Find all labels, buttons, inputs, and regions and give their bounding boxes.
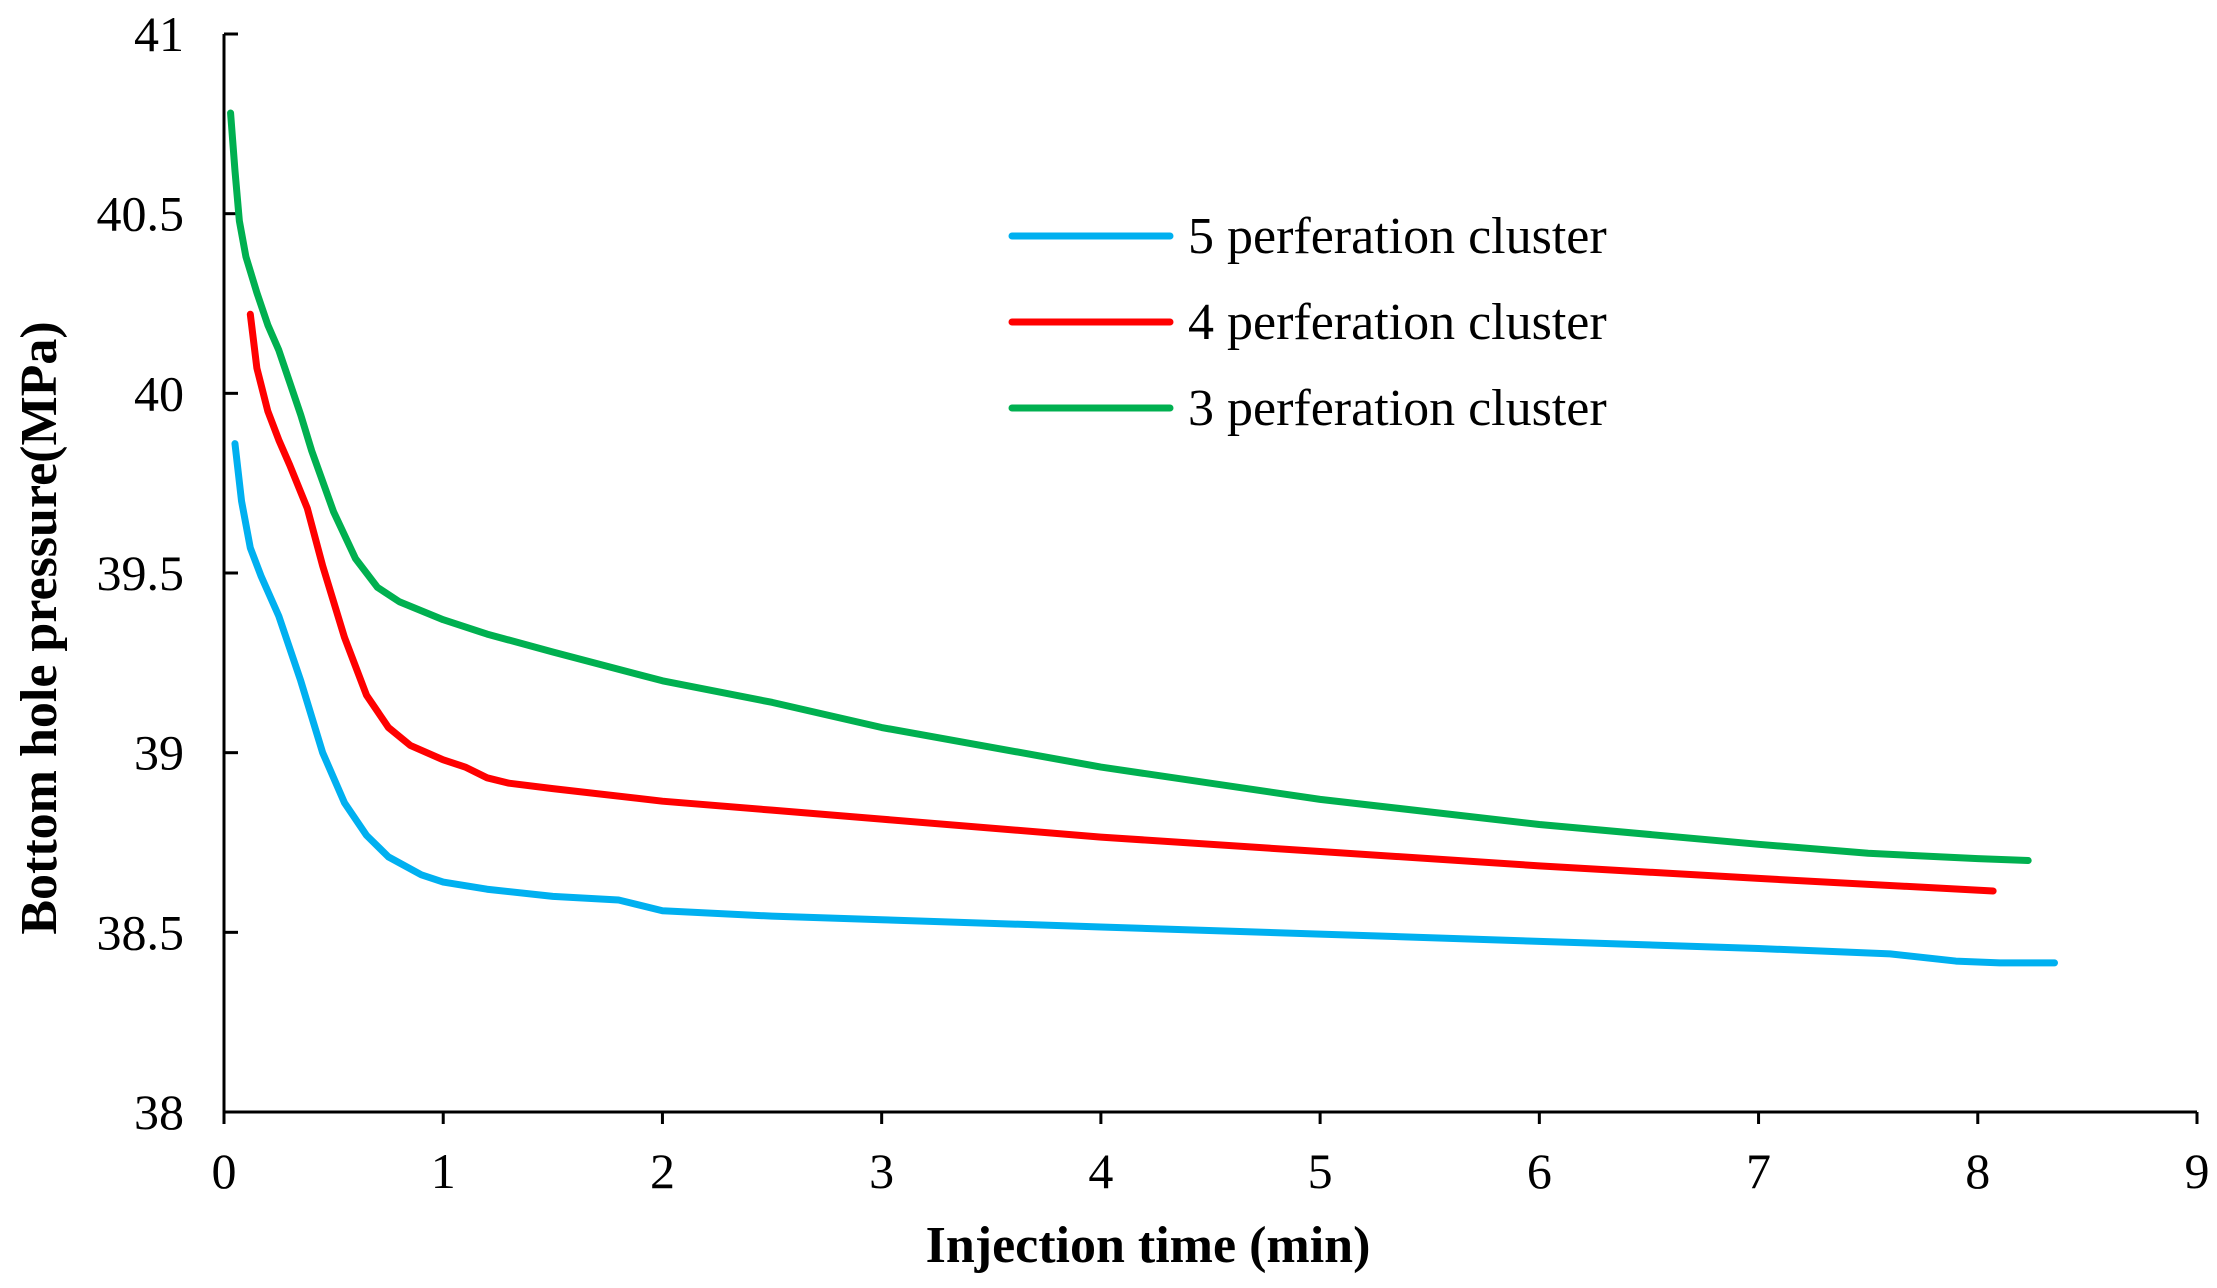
y-tick-label: 41 [134, 6, 184, 62]
y-tick-label: 40.5 [97, 186, 185, 242]
x-tick-label: 5 [1308, 1143, 1333, 1199]
series-line-2 [227, 109, 2032, 864]
y-tick-label: 40 [134, 365, 184, 421]
x-tick-label: 8 [1965, 1143, 1990, 1199]
x-tick-label: 4 [1088, 1143, 1113, 1199]
legend-label-0: 5 perferation cluster [1188, 208, 1607, 265]
series-line-0 [231, 440, 2059, 967]
legend: 5 perferation cluster 4 perferation clust… [1008, 208, 1607, 437]
y-tick-label: 39.5 [97, 545, 185, 601]
ticks-layer: 0 1 2 3 4 5 6 7 8 9 38 38.5 39 39.5 40 40.5 41 [97, 6, 2210, 1199]
y-tick-label: 39 [134, 725, 184, 781]
y-tick-label: 38.5 [97, 904, 185, 960]
x-axis-title: Injection time (min) [926, 1217, 1371, 1274]
series-layer [227, 109, 2059, 967]
legend-label-2: 3 perferation cluster [1188, 380, 1607, 437]
legend-label-1: 4 perferation cluster [1188, 294, 1607, 351]
x-tick-label: 6 [1527, 1143, 1552, 1199]
x-tick-label: 3 [869, 1143, 894, 1199]
x-tick-label: 2 [650, 1143, 675, 1199]
series-line-1 [246, 310, 1997, 895]
axes-layer [222, 34, 2197, 1114]
y-axis-title: Bottom hole pressure(MPa) [11, 321, 68, 934]
x-tick-label: 0 [212, 1143, 237, 1199]
x-tick-label: 9 [2185, 1143, 2210, 1199]
x-tick-label: 1 [431, 1143, 456, 1199]
x-tick-label: 7 [1746, 1143, 1771, 1199]
y-tick-label: 38 [134, 1084, 184, 1140]
